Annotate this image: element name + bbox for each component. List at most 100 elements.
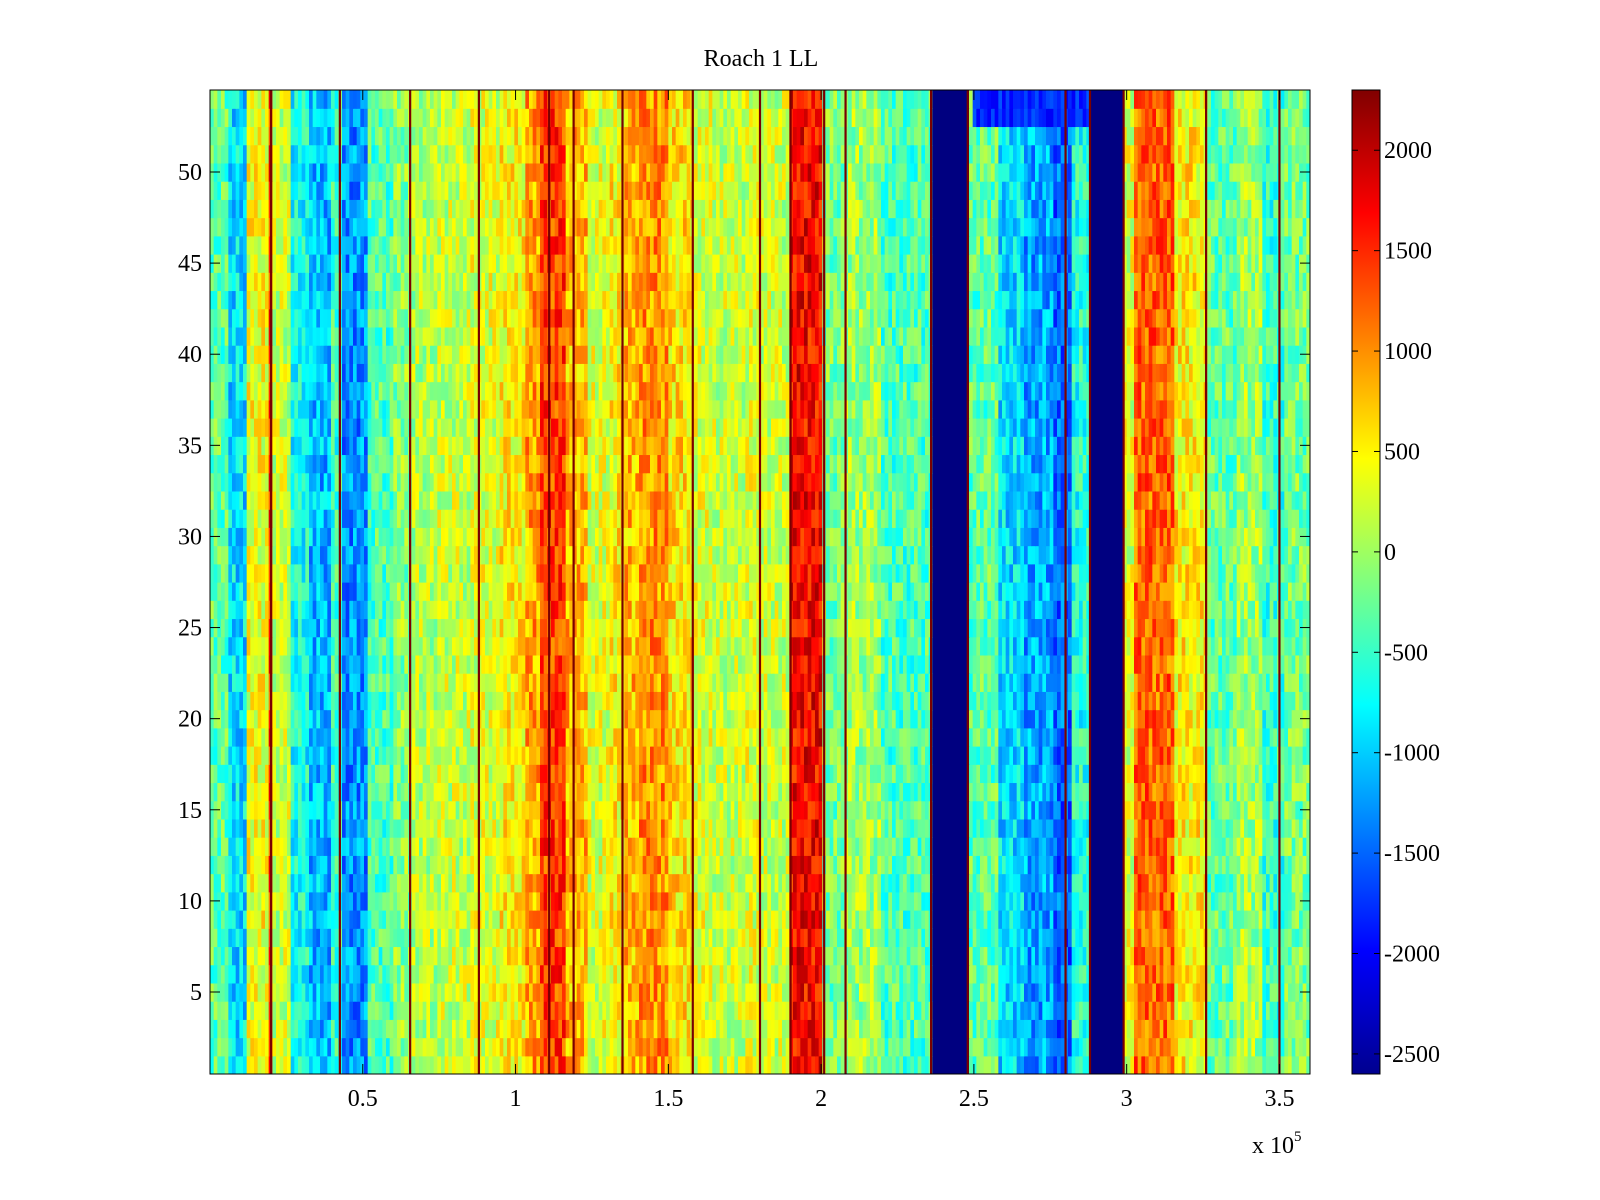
heatmap-cells	[210, 90, 1310, 1074]
heatmap-cell	[749, 837, 754, 856]
heatmap-cell	[349, 1001, 354, 1020]
heatmap-cell	[287, 800, 292, 820]
heatmap-cell	[1288, 837, 1293, 856]
heatmap-cell	[466, 891, 471, 911]
heatmap-cell	[914, 964, 919, 984]
heatmap-cell	[580, 837, 585, 856]
heatmap-cell	[309, 946, 314, 966]
heatmap-cell	[840, 818, 845, 838]
heatmap-cell	[411, 982, 416, 1002]
heatmap-cell	[859, 1037, 864, 1057]
heatmap-cell	[312, 910, 317, 929]
heatmap-cell	[1196, 855, 1201, 875]
heatmap-cell	[873, 782, 878, 802]
heatmap-cell	[888, 1001, 893, 1020]
heatmap-cell	[496, 782, 501, 802]
heatmap-cell	[771, 928, 776, 948]
heatmap-cell	[345, 1001, 350, 1020]
heatmap-cell	[991, 855, 996, 875]
heatmap-cell	[716, 837, 721, 856]
heatmap-cell	[921, 1037, 926, 1057]
heatmap-cell	[771, 782, 776, 802]
heatmap-cell	[1295, 946, 1300, 966]
heatmap-cell	[1306, 782, 1310, 802]
heatmap-cell	[925, 873, 930, 893]
heatmap-cell	[1035, 873, 1040, 893]
heatmap-cell	[1251, 1037, 1256, 1057]
heatmap-cell	[1097, 782, 1102, 802]
heatmap-cell	[683, 928, 688, 948]
heatmap-cell	[584, 782, 589, 802]
heatmap-cell	[1046, 855, 1051, 875]
heatmap-cell	[232, 837, 237, 856]
heatmap-cell	[426, 873, 431, 893]
heatmap-cell	[943, 982, 948, 1002]
heatmap-cell	[397, 946, 402, 966]
heatmap-cell	[1214, 837, 1219, 856]
heatmap-cell	[224, 818, 229, 838]
heatmap-cell	[257, 928, 262, 948]
heatmap-cell	[1255, 782, 1260, 802]
heatmap-cell	[848, 764, 853, 784]
heatmap-cell	[1123, 818, 1128, 838]
heatmap-cell	[807, 837, 812, 856]
heatmap-cell	[796, 782, 801, 802]
heatmap-cell	[840, 855, 845, 875]
heatmap-cell	[1288, 891, 1293, 911]
heatmap-cell	[598, 1019, 603, 1039]
heatmap-cell	[1068, 910, 1073, 929]
heatmap-cell	[672, 982, 677, 1002]
heatmap-cell	[210, 964, 215, 984]
heatmap-cell	[624, 873, 629, 893]
heatmap-cell	[881, 928, 886, 948]
heatmap-cell	[617, 964, 622, 984]
heatmap-cell	[1163, 982, 1168, 1002]
heatmap-cell	[873, 928, 878, 948]
heatmap-cell	[591, 873, 596, 893]
heatmap-cell	[309, 764, 314, 784]
heatmap-cell	[716, 1037, 721, 1057]
heatmap-cell	[1119, 1055, 1124, 1074]
heatmap-cell	[1266, 1019, 1271, 1039]
heatmap-cell	[741, 1001, 746, 1020]
heatmap-cell	[254, 855, 259, 875]
heatmap-cell	[543, 818, 548, 838]
heatmap-cell	[525, 1019, 530, 1039]
heatmap-cell	[441, 837, 446, 856]
heatmap-cell	[1137, 837, 1142, 856]
heatmap-cell	[1145, 982, 1150, 1002]
heatmap-cell	[573, 910, 578, 929]
heatmap-cell	[558, 1001, 563, 1020]
heatmap-cell	[606, 964, 611, 984]
heatmap-cell	[675, 946, 680, 966]
heatmap-cell	[804, 910, 809, 929]
heatmap-cell	[353, 782, 358, 802]
heatmap-cell	[353, 910, 358, 929]
heatmap-cell	[1079, 1037, 1084, 1057]
heatmap-cell	[463, 1055, 468, 1074]
heatmap-cell	[1090, 910, 1095, 929]
heatmap-cell	[1225, 946, 1230, 966]
heatmap-cell	[650, 1037, 655, 1057]
heatmap-cell	[1229, 782, 1234, 802]
heatmap-cell	[653, 873, 658, 893]
heatmap-cell	[525, 982, 530, 1002]
heatmap-cell	[580, 818, 585, 838]
heatmap-cell	[210, 855, 215, 875]
heatmap-cell	[345, 928, 350, 948]
heatmap-cell	[683, 764, 688, 784]
heatmap-cell	[364, 928, 369, 948]
heatmap-cell	[1258, 946, 1263, 966]
heatmap-cell	[1060, 818, 1065, 838]
heatmap-cell	[1167, 946, 1172, 966]
heatmap-cell	[536, 764, 541, 784]
heatmap-cell	[272, 1001, 277, 1020]
heatmap-cell	[1038, 873, 1043, 893]
heatmap-cell	[386, 982, 391, 1002]
heatmap-cell	[235, 855, 240, 875]
heatmap-cell	[716, 964, 721, 984]
heatmap-cell	[914, 910, 919, 929]
heatmap-cell	[411, 800, 416, 820]
heatmap-cell	[591, 1001, 596, 1020]
heatmap-cell	[382, 800, 387, 820]
